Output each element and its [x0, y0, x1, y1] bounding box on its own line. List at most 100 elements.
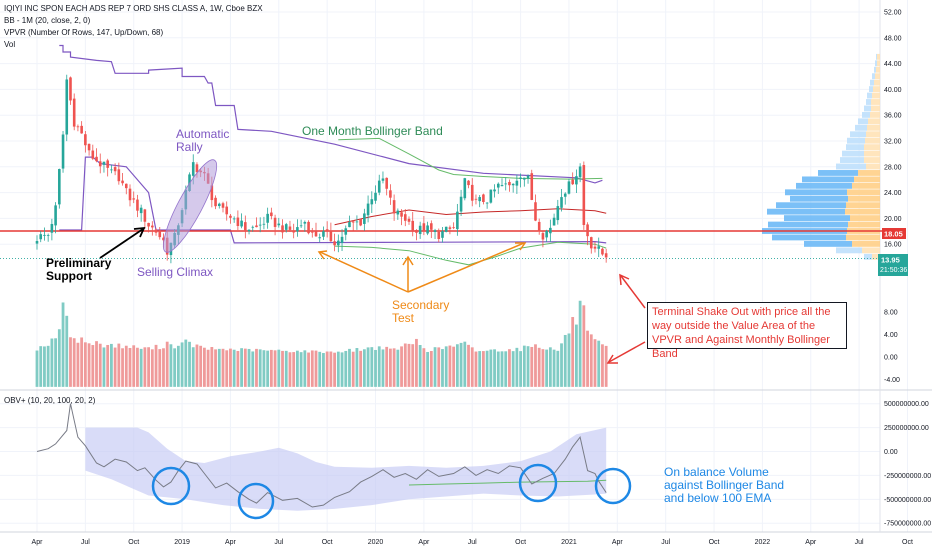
volume-bar — [110, 343, 113, 387]
volume-bar — [147, 347, 150, 387]
vpvr-row-down — [864, 144, 880, 151]
vpvr-row-up — [870, 79, 874, 86]
volume-bar — [65, 315, 69, 387]
candle-body — [310, 231, 314, 233]
volume-bar — [136, 347, 139, 387]
obv-tick-label: -750000000.00 — [884, 521, 931, 528]
candle-body — [284, 224, 288, 230]
volume-bar — [396, 349, 400, 387]
candle-body — [467, 180, 470, 186]
vpvr-row-down — [870, 111, 880, 118]
volume-tick-label: 4.00 — [884, 332, 898, 339]
automatic-rally-label: Automatic Rally — [176, 127, 230, 154]
candle-body — [43, 234, 46, 236]
candle-body — [210, 185, 214, 201]
candle-body — [128, 188, 132, 201]
volume-bar — [325, 351, 329, 387]
candle-body — [441, 231, 444, 238]
volume-bar — [143, 347, 147, 387]
candle-body — [430, 223, 433, 230]
volume-bar — [106, 344, 110, 387]
volume-bar — [210, 347, 214, 387]
volume-bar — [61, 302, 65, 387]
candle-body — [456, 211, 459, 230]
date-tick-label: 2019 — [174, 539, 190, 546]
candle-body — [84, 134, 87, 146]
vpvr-row-down — [845, 208, 880, 215]
preliminary-support-arrowhead — [133, 226, 146, 238]
volume-bar — [597, 340, 601, 387]
vpvr-row-up — [876, 53, 877, 60]
vpvr-row-down — [862, 247, 880, 254]
candle-body — [370, 199, 374, 205]
candle-body — [214, 197, 217, 207]
vpvr-row-down — [872, 253, 880, 260]
vpvr-row-down — [848, 195, 880, 202]
candle-body — [35, 241, 39, 244]
volume-bar — [437, 347, 441, 387]
volume-bar — [299, 352, 303, 387]
candlesticks — [35, 74, 608, 264]
vpvr-row-down — [848, 221, 880, 228]
volume-bar — [444, 346, 448, 387]
volume-bar — [426, 351, 429, 387]
volume-bar — [303, 350, 307, 387]
volume-bar — [310, 350, 314, 387]
candle-body — [158, 230, 162, 238]
vol-legend[interactable]: Vol — [4, 40, 16, 49]
price-tick-label: 24.00 — [884, 190, 902, 197]
volume-bar — [571, 317, 575, 387]
candle-body — [61, 134, 65, 169]
candle-body — [478, 197, 481, 202]
date-tick-label: Oct — [709, 539, 720, 546]
candle-body — [389, 190, 392, 198]
candle-body — [377, 180, 381, 193]
bb-legend[interactable]: BB - 1M (20, close, 2, 0) — [4, 16, 91, 25]
terminal-shakeout-label: Terminal Shake Out with price all the wa… — [647, 302, 847, 360]
obv-legend[interactable]: OBV+ (10, 20, 100, 20, 2) — [4, 396, 96, 405]
volume-bar — [377, 346, 381, 387]
volume-bar — [102, 347, 106, 387]
volume-bar — [307, 352, 310, 387]
candle-body — [314, 231, 318, 237]
volume-bars — [35, 300, 608, 387]
candle-body — [102, 161, 106, 165]
candle-body — [444, 226, 448, 232]
candle-body — [418, 225, 422, 235]
candle-body — [225, 206, 229, 215]
candle-body — [485, 202, 489, 204]
vpvr-row-up — [768, 221, 848, 228]
candle-body — [519, 177, 522, 179]
vpvr-row-down — [866, 131, 880, 138]
candle-body — [281, 225, 284, 233]
price-tick-label: 32.00 — [884, 139, 902, 146]
price-tick-label: 44.00 — [884, 61, 902, 68]
volume-bar — [54, 338, 57, 387]
candle-body — [448, 227, 452, 229]
candle-body — [325, 229, 329, 232]
vpvr-legend[interactable]: VPVR (Number Of Rows, 147, Up/Down, 68) — [4, 28, 164, 37]
candle-body — [340, 236, 344, 243]
volume-bar — [586, 330, 589, 387]
volume-bar — [429, 350, 433, 387]
volume-bar — [403, 343, 407, 387]
volume-bar — [508, 349, 511, 387]
volume-bar — [46, 345, 50, 387]
volume-bar — [225, 350, 229, 387]
candle-body — [258, 224, 262, 226]
bollinger-bands — [0, 44, 882, 266]
candle-body — [303, 221, 307, 224]
candle-body — [113, 167, 117, 172]
candle-body — [270, 212, 273, 217]
support-badge-bg — [882, 228, 906, 239]
volume-bar — [266, 350, 270, 387]
volume-bar — [277, 349, 281, 387]
volume-bar — [72, 338, 76, 387]
volume-bar — [121, 348, 124, 387]
candle-body — [50, 223, 54, 233]
candle-body — [545, 230, 548, 238]
volume-bar — [493, 349, 496, 387]
candle-body — [221, 203, 225, 208]
volume-bar — [563, 334, 567, 387]
candle-body — [470, 184, 474, 201]
